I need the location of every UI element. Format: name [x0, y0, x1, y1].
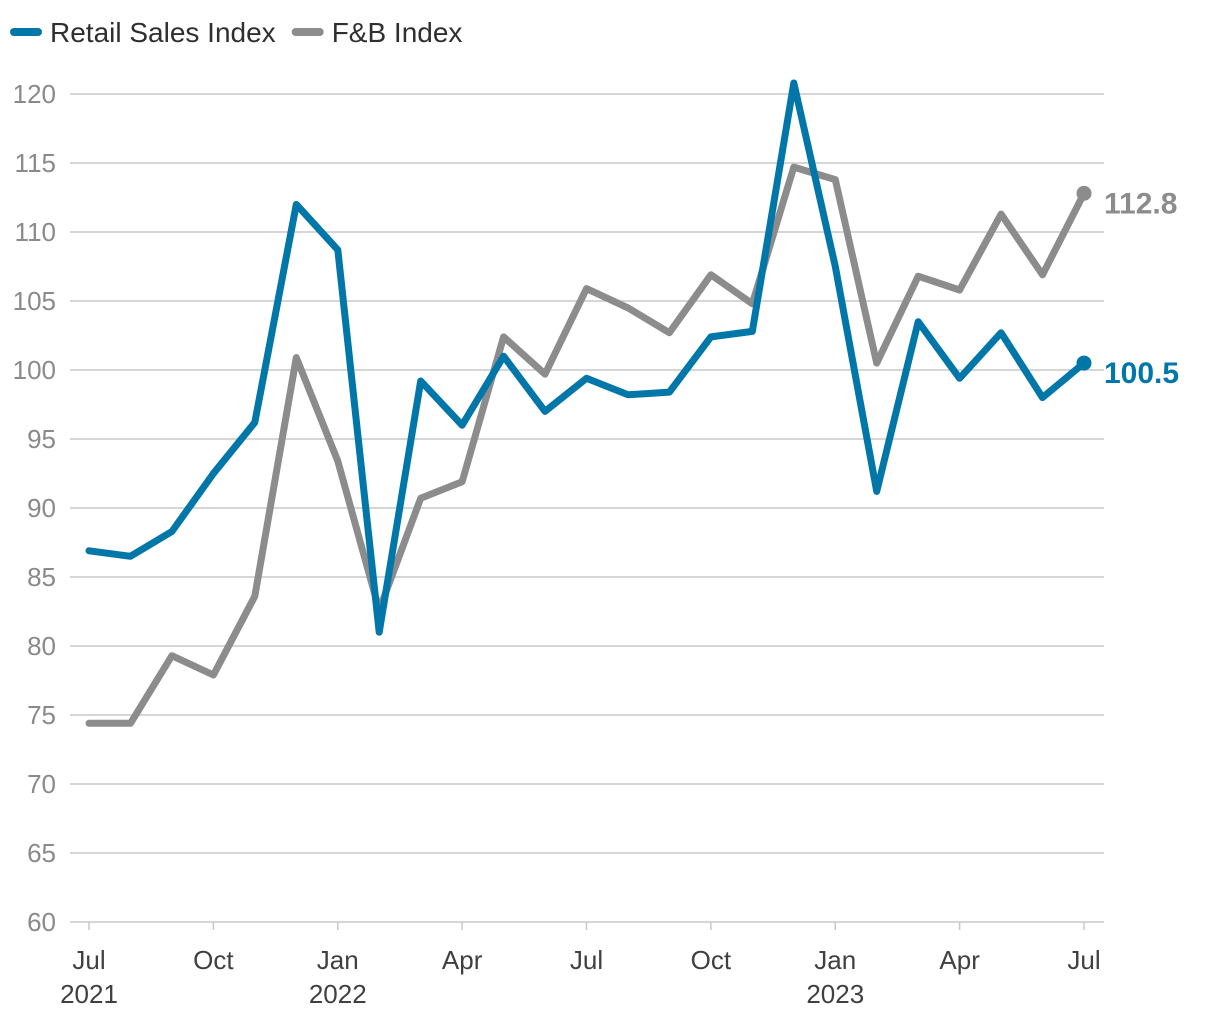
- y-tick-label-85: 85: [27, 562, 56, 592]
- x-tick-label-18: Jan: [814, 945, 856, 975]
- y-tick-label-115: 115: [15, 148, 56, 178]
- y-axis: 60 65 70 75 80 85 90 95 100 105 110 115 120: [13, 79, 56, 937]
- y-tick-label-95: 95: [27, 424, 56, 454]
- x-tick-label-24: Jul: [1067, 945, 1100, 975]
- end-point-retail-sales-index: [1076, 355, 1092, 371]
- x-tick-label-12: Jul: [570, 945, 603, 975]
- end-label-retail-sales-index: 100.5: [1104, 357, 1179, 390]
- y-tick-label-60: 60: [27, 907, 56, 937]
- y-tick-label-100: 100: [13, 355, 56, 385]
- x-tick-year-18: 2023: [806, 979, 864, 1009]
- legend-label-retail-sales-index: Retail Sales Index: [50, 17, 276, 48]
- y-tick-label-105: 105: [13, 286, 56, 316]
- series-line-f-b-index: [85, 163, 1088, 727]
- series-line-retail-sales-index: [85, 79, 1088, 636]
- x-tick-year-0: 2021: [60, 979, 118, 1009]
- end-point-f-b-index: [1076, 185, 1092, 201]
- x-tick-year-6: 2022: [309, 979, 367, 1009]
- series-group: [85, 79, 1088, 727]
- x-tick-label-15: Oct: [691, 945, 732, 975]
- y-tick-label-80: 80: [27, 631, 56, 661]
- x-tick-label-6: Jan: [317, 945, 359, 975]
- x-tick-label-3: Oct: [193, 945, 234, 975]
- x-tick-label-9: Apr: [442, 945, 483, 975]
- y-tick-label-75: 75: [27, 700, 56, 730]
- legend: Retail Sales Index F&B Index: [10, 17, 463, 48]
- y-tick-label-110: 110: [15, 217, 56, 247]
- legend-label-f-b-index: F&B Index: [332, 17, 463, 48]
- y-tick-label-90: 90: [27, 493, 56, 523]
- gridlines: [70, 93, 1104, 923]
- end-label-f-b-index: 112.8: [1104, 187, 1177, 220]
- x-axis: Jul 2021 Oct Jan 2022 Apr Jul Oct Jan 2023 Apr Jul: [60, 922, 1101, 1009]
- y-tick-label-65: 65: [27, 838, 56, 868]
- end-labels: 112.8 100.5: [1076, 185, 1179, 390]
- y-tick-label-70: 70: [27, 769, 56, 799]
- x-tick-label-0: Jul: [72, 945, 105, 975]
- x-tick-label-21: Apr: [939, 945, 980, 975]
- y-tick-label-120: 120: [13, 79, 56, 109]
